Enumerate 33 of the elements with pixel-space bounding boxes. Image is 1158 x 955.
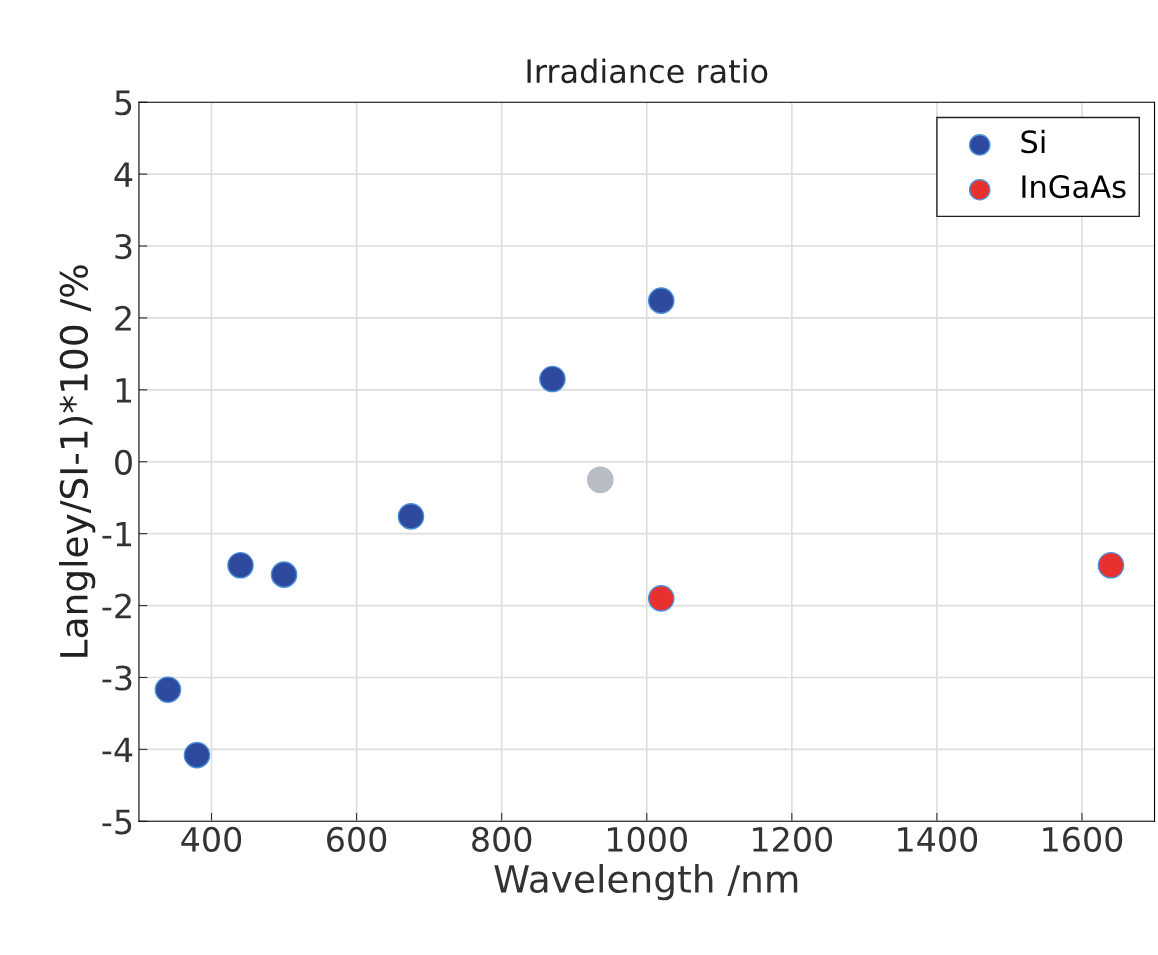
x-tick-label: 1200 xyxy=(753,826,833,852)
point xyxy=(647,287,675,314)
y-tick-label: -5 xyxy=(102,809,132,835)
point xyxy=(647,585,675,612)
chart-title: Irradiance ratio xyxy=(527,58,768,84)
x-tick-label: 400 xyxy=(181,826,242,852)
y-tick-label: -4 xyxy=(102,737,133,763)
point xyxy=(1097,551,1125,579)
point xyxy=(227,551,254,579)
y-tick-label: 1 xyxy=(116,378,132,403)
y-tick-label: -2 xyxy=(102,593,131,619)
x-tick-label: 1600 xyxy=(1043,826,1123,852)
legend-label: InGaAs xyxy=(1022,175,1126,199)
y-tick-label: -1 xyxy=(102,522,132,547)
x-tick-label: 1000 xyxy=(607,826,687,852)
x-tick-label: 1400 xyxy=(898,826,978,852)
y-tick-label: 4 xyxy=(114,162,133,187)
point xyxy=(154,676,182,704)
x-axis-title: Wavelength /nm xyxy=(494,863,798,901)
y-tick-label: 3 xyxy=(115,233,132,260)
y-tick-label: 5 xyxy=(115,90,132,116)
y-tick-label: -3 xyxy=(102,665,132,691)
point xyxy=(397,503,425,530)
x-tick-label: 800 xyxy=(472,826,532,852)
point xyxy=(183,741,211,769)
y-axis-title: Langley/SI-1)*100 /% xyxy=(59,265,96,657)
x-tick-label: 600 xyxy=(327,826,387,852)
y-tick-label: 0 xyxy=(115,449,132,475)
point xyxy=(270,561,298,588)
y-tick-label: 2 xyxy=(115,305,131,331)
legend-label: Si xyxy=(1021,129,1045,154)
point xyxy=(539,365,566,393)
point xyxy=(587,466,614,494)
